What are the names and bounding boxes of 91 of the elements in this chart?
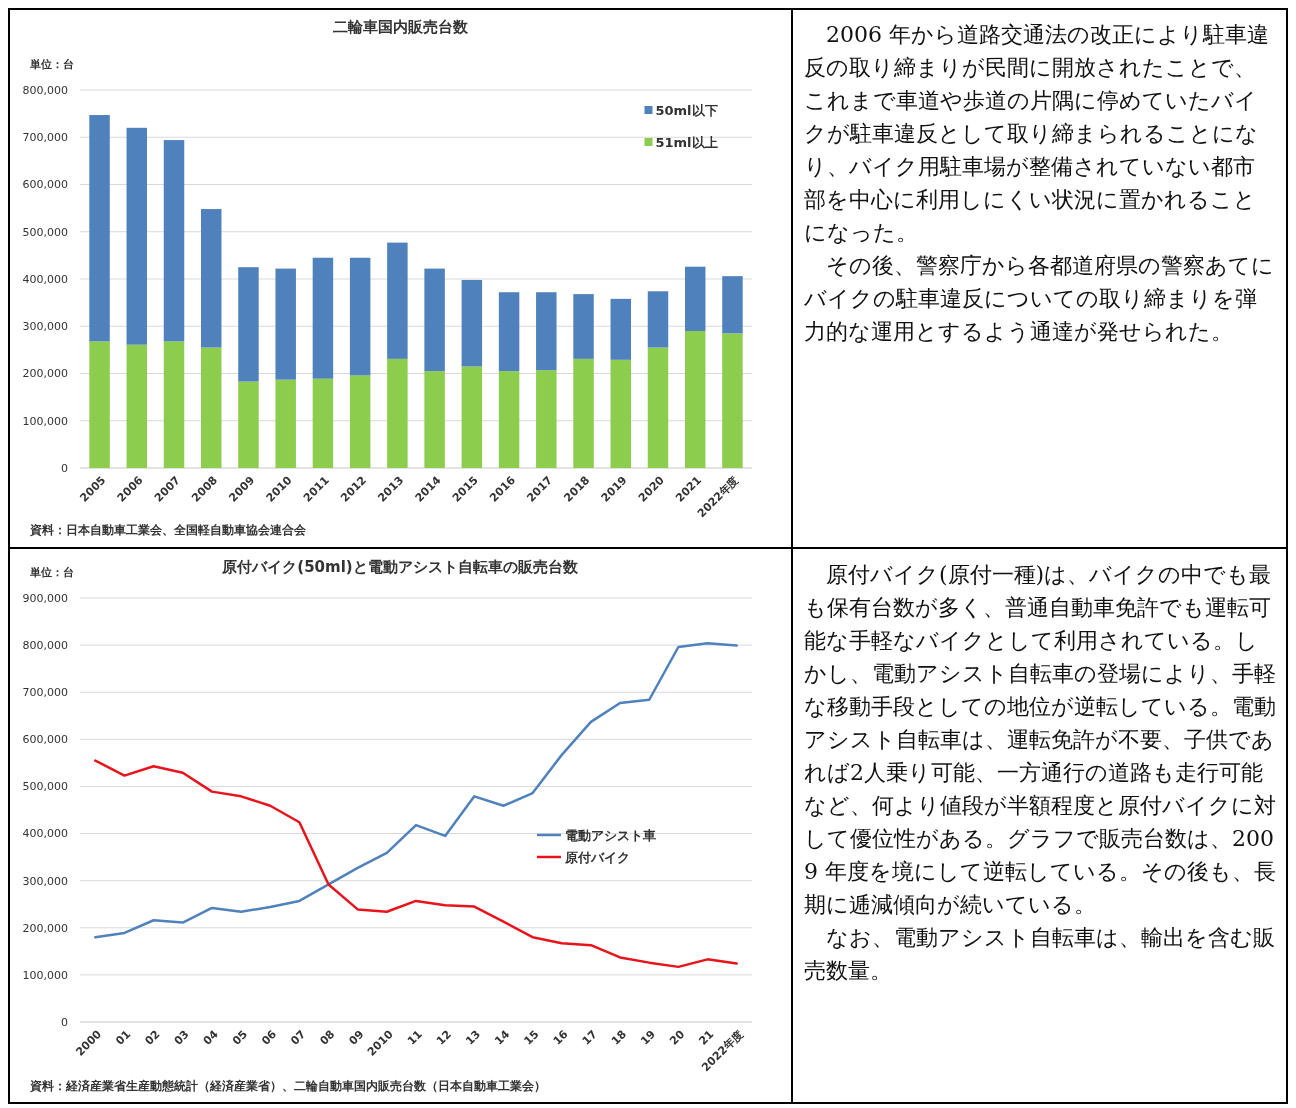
bar [238, 381, 259, 468]
y-tick-label: 300,000 [22, 320, 68, 334]
y-tick-label: 900,000 [22, 591, 68, 605]
chart-title: 原付バイク(50ml)と電動アシスト自転車の販売台数 [221, 558, 579, 576]
bar [647, 291, 669, 348]
bar [349, 257, 371, 376]
bar [126, 127, 148, 345]
bar [163, 140, 185, 342]
x-tick-label: 19 [638, 1027, 659, 1048]
y-tick-label: 300,000 [22, 874, 68, 888]
bar [722, 333, 743, 468]
x-tick-label: 21 [696, 1027, 717, 1048]
bar [684, 330, 706, 468]
x-tick-label: 07 [288, 1027, 309, 1048]
x-tick-label: 04 [200, 1027, 222, 1048]
bar [722, 276, 743, 334]
bar [312, 378, 334, 468]
bar [387, 242, 408, 359]
y-tick-label: 0 [61, 1015, 68, 1029]
chart-title: 二輪車国内販売台数 [332, 18, 469, 36]
x-tick-label: 20 [667, 1027, 688, 1048]
text: なお、電動アシスト自転車は、輸出を含む販売数量。 [804, 925, 1275, 983]
x-tick-label: 03 [171, 1027, 192, 1048]
x-tick-label: 11 [404, 1027, 425, 1048]
x-tick-label: 15 [521, 1027, 542, 1048]
legend-label: 電動アシスト車 [564, 827, 656, 843]
bar [312, 257, 334, 379]
x-tick-label: 17 [579, 1027, 600, 1048]
bar [275, 268, 296, 380]
bar [573, 358, 594, 468]
x-tick-label: 01 [113, 1027, 134, 1048]
bar [387, 358, 408, 468]
bar [89, 115, 110, 342]
x-tick-label: 09 [346, 1027, 367, 1048]
text: 原付バイク(原付一種)は、バイクの中でも最も保有台数が多く、普通自動車免許でも運転可能な手軽なバイクとして利用されている。しかし、電動アシスト自転車の登場により、手軽な移動手段としての地位が逆転している。電動アシスト自転車は、運転免許が不要、子供であれば2人乗り可能、一方通行の道路も走行可能など、何より値段が半額程度と原付バイクに対して優位性がある。グラフで販売台数は、2009 年度を境にして逆転している。その後も、長期に逓減傾向が続いている。 [804, 562, 1276, 917]
bar [238, 267, 259, 382]
bar [275, 379, 296, 468]
bar [461, 366, 483, 468]
bar [684, 266, 706, 331]
bar [89, 341, 110, 468]
y-tick-label: 800,000 [22, 638, 68, 652]
x-tick-label: 02 [142, 1027, 163, 1048]
y-tick-label: 600,000 [22, 178, 68, 192]
line-series [94, 641, 738, 939]
legend-label: 51ml以上 [655, 134, 718, 150]
bar [201, 347, 222, 468]
x-tick-label: 05 [229, 1027, 250, 1048]
bar [498, 292, 520, 372]
x-tick-label: 12 [433, 1027, 454, 1048]
bar [461, 279, 483, 367]
legend-label: 原付バイク [563, 849, 630, 865]
text: その後、警察庁から各都道府県の警察あてにバイクの駐車違反についての取り締まりを弾力的な運用とするよう通達が発せられた。 [803, 253, 1274, 344]
bar [424, 268, 445, 372]
x-tick-label: 13 [463, 1027, 484, 1048]
y-tick-label: 200,000 [22, 367, 68, 381]
line-series [94, 759, 738, 969]
legend-label: 50ml以下 [655, 102, 718, 118]
y-tick-label: 600,000 [22, 733, 68, 747]
bar [424, 371, 445, 468]
bar [498, 371, 520, 468]
x-tick-label: 14 [492, 1027, 513, 1048]
text: 資料：経済産業省生産動態統計（経済産業省）、二輪自動車国内販売台数（日本自動車工業会） [29, 1079, 546, 1093]
x-tick-label: 06 [259, 1027, 280, 1048]
bar [126, 344, 148, 468]
y-tick-label: 100,000 [22, 968, 68, 982]
bar [201, 209, 222, 348]
text: 2006 年から道路交通法の改正により駐車違反の取り締まりが民間に開放されたことで、これまで車道や歩道の片隅に停めていたバイクが駐車違反として取り締まられることになり、バイク用駐車場が整備されていない都市部を中心に利用しにくい状況に置かれることになった。 [804, 22, 1269, 245]
y-axis-title: 単位：台 [29, 58, 74, 71]
text: 資料：日本自動車工業会、全国軽自動車協会連合会 [29, 523, 307, 537]
bar [536, 370, 557, 468]
bar [349, 375, 371, 468]
bar [647, 347, 669, 468]
y-tick-label: 700,000 [22, 131, 68, 145]
x-tick-label: 08 [317, 1027, 338, 1048]
bar [610, 359, 631, 468]
y-tick-label: 100,000 [22, 414, 68, 428]
x-tick-label: 18 [608, 1027, 629, 1048]
y-tick-label: 0 [61, 461, 68, 475]
bar [536, 292, 557, 371]
bar [610, 298, 631, 360]
y-tick-label: 800,000 [22, 83, 68, 97]
y-tick-label: 500,000 [22, 225, 68, 239]
y-axis-title: 単位：台 [29, 566, 74, 579]
y-tick-label: 200,000 [22, 921, 68, 935]
x-tick-label: 16 [550, 1027, 571, 1048]
y-tick-label: 400,000 [22, 272, 68, 286]
bar [573, 294, 594, 359]
bar [163, 341, 185, 468]
y-tick-label: 700,000 [22, 686, 68, 700]
y-tick-label: 500,000 [22, 780, 68, 794]
y-tick-label: 400,000 [22, 827, 68, 841]
